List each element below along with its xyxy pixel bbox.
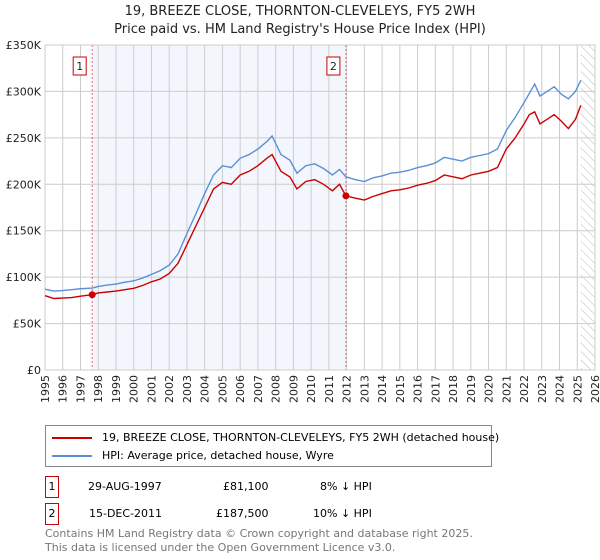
- x-tick-label: 1995: [39, 375, 52, 403]
- x-tick-label: 2001: [145, 375, 158, 403]
- sale-label: 1: [76, 60, 83, 73]
- x-tick-label: 2015: [394, 375, 407, 403]
- sale-label: 2: [330, 60, 337, 73]
- price-chart: 1995 1996 1997 1998 1999 2000 2001 2002 2003 2004…: [6, 39, 600, 403]
- sale-row-1: 1 29-AUG-1997 £81,100 8% ↓ HPI: [45, 476, 545, 498]
- sale-hpi-delta: 10% ↓ HPI: [313, 507, 372, 520]
- sale-price: £81,100: [223, 480, 269, 493]
- series-line: [44, 79, 582, 292]
- y-tick-label: £150K: [6, 225, 42, 238]
- x-tick-label: 2013: [358, 375, 371, 403]
- x-tick-label: 2009: [287, 375, 300, 403]
- x-tick-label: 2014: [376, 375, 389, 403]
- plot-frame: [44, 44, 596, 371]
- legend-item-property: 19, BREEZE CLOSE, THORNTON-CLEVELEYS, FY…: [52, 431, 499, 444]
- legend-item-hpi: HPI: Average price, detached house, Wyre: [52, 449, 334, 462]
- x-tick-label: 2021: [500, 375, 513, 403]
- x-tick-label: 1996: [57, 375, 70, 403]
- x-tick-label: 2002: [163, 375, 176, 403]
- y-tick-label: £300K: [6, 85, 42, 98]
- y-tick-label: £50K: [13, 318, 42, 331]
- x-tick-label: 2005: [216, 375, 229, 403]
- x-tick-label: 2024: [554, 375, 567, 403]
- red-line-swatch: [52, 436, 92, 439]
- sale-date: 15-DEC-2011: [89, 507, 163, 520]
- x-tick-label: 2026: [589, 375, 600, 403]
- chart-title: 19, BREEZE CLOSE, THORNTON-CLEVELEYS, FY…: [124, 4, 476, 19]
- sale-marker-badge: 1: [45, 476, 59, 498]
- x-tick-label: 2003: [181, 375, 194, 403]
- y-tick-label: £100K: [6, 271, 42, 284]
- y-tick-label: £200K: [6, 178, 42, 191]
- x-tick-label: 2023: [536, 375, 549, 403]
- x-tick-label: 1997: [74, 375, 87, 403]
- footer-line: Contains HM Land Registry data © Crown c…: [45, 527, 473, 540]
- x-tick-label: 1998: [92, 375, 105, 403]
- x-tick-label: 2017: [429, 375, 442, 403]
- hatched-future-region: [580, 45, 595, 370]
- sale-label-box: [326, 56, 341, 76]
- shaded-ownership-period: [92, 45, 346, 370]
- legend-label: HPI: Average price, detached house, Wyre: [102, 449, 334, 462]
- sale-date: 29-AUG-1997: [88, 480, 162, 493]
- x-tick-label: 2008: [270, 375, 283, 403]
- x-tick-label: 2025: [571, 375, 584, 403]
- x-tick-label: 1999: [110, 375, 123, 403]
- x-tick-label: 2012: [341, 375, 354, 403]
- x-tick-label: 2016: [412, 375, 425, 403]
- series-line: [44, 105, 582, 300]
- legend: 19, BREEZE CLOSE, THORNTON-CLEVELEYS, FY…: [45, 425, 499, 467]
- y-tick-label: £0: [27, 364, 41, 377]
- sale-point: [88, 291, 96, 299]
- x-tick-label: 2019: [465, 375, 478, 403]
- x-tick-label: 2020: [483, 375, 496, 403]
- x-tick-label: 2011: [323, 375, 336, 403]
- sale-point: [342, 192, 350, 200]
- sale-hpi-delta: 8% ↓ HPI: [320, 480, 372, 493]
- blue-line-swatch: [52, 454, 92, 457]
- x-tick-label: 2000: [128, 375, 141, 403]
- x-tick-label: 2018: [447, 375, 460, 403]
- footer: Contains HM Land Registry data © Crown c…: [45, 527, 473, 555]
- x-tick-label: 2006: [234, 375, 247, 403]
- legend-label: 19, BREEZE CLOSE, THORNTON-CLEVELEYS, FY…: [102, 431, 500, 444]
- x-tick-label: 2010: [305, 375, 318, 403]
- sale-price: £187,500: [216, 507, 269, 520]
- x-tick-label: 2007: [252, 375, 265, 403]
- y-tick-label: £350K: [6, 39, 42, 52]
- x-tick-label: 2022: [518, 375, 531, 403]
- sale-row-2: 2 15-DEC-2011 £187,500 10% ↓ HPI: [45, 503, 545, 525]
- footer-line: This data is licensed under the Open Gov…: [45, 541, 396, 554]
- chart-subtitle: Price paid vs. HM Land Registry's House …: [114, 22, 486, 37]
- sale-label-box: [72, 56, 87, 76]
- x-tick-label: 2004: [199, 375, 212, 403]
- sale-marker-badge: 2: [45, 503, 59, 525]
- y-tick-label: £250K: [6, 132, 42, 145]
